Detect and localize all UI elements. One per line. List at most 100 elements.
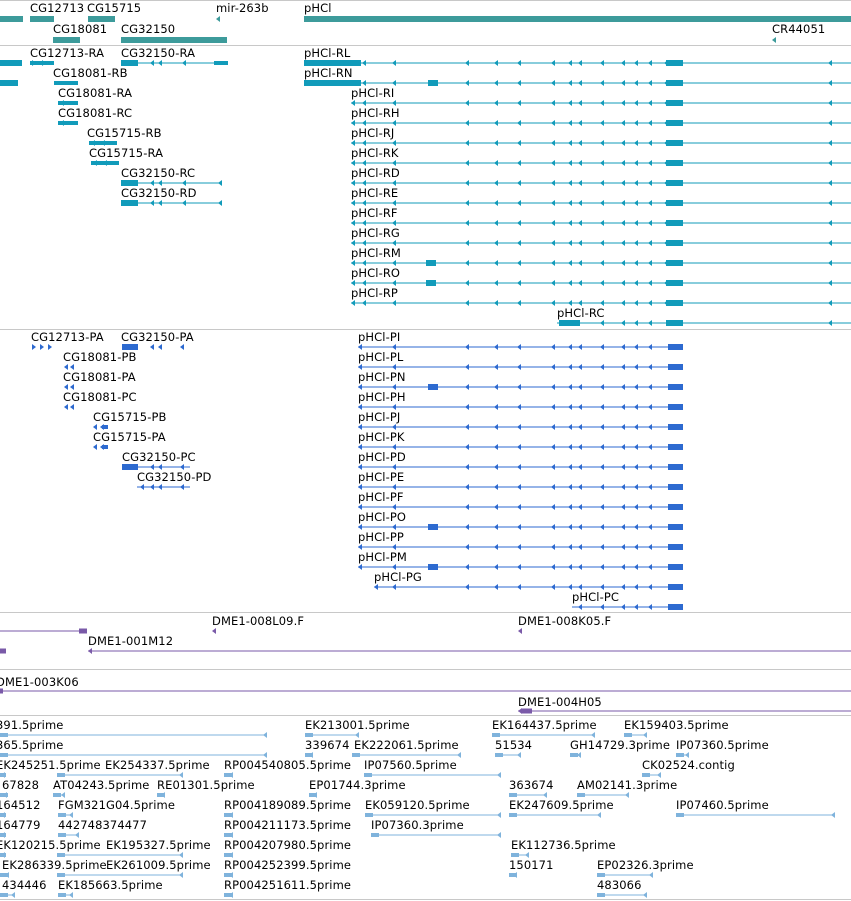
protein-phcl-pd-strand-arrow[interactable] (517, 464, 521, 470)
protein-phcl-pm-strand-arrow[interactable] (358, 564, 362, 570)
transcript-phcl-rj-strand-arrow[interactable] (621, 140, 625, 146)
protein-cg18081-pc-strand-arrow[interactable] (70, 404, 74, 410)
gene-cg18081-exon-block[interactable] (53, 37, 80, 43)
protein-phcl-pm-strand-arrow[interactable] (634, 564, 638, 570)
protein-cg18081-pc-strand-arrow[interactable] (64, 404, 68, 410)
transcript-cg12713-ra-strand-arrow[interactable] (42, 60, 46, 66)
transcript-cg15715-rb-strand-arrow[interactable] (101, 140, 105, 146)
protein-phcl-pk-exon-block[interactable] (668, 444, 683, 450)
protein-cg15715-pa-strand-arrow[interactable] (93, 444, 97, 450)
transcript-cg32150-rd-strand-arrow[interactable] (218, 200, 222, 206)
protein-phcl-pm-strand-arrow[interactable] (621, 564, 625, 570)
protein-phcl-pm-strand-arrow[interactable] (551, 564, 555, 570)
protein-phcl-pi-strand-arrow[interactable] (634, 344, 638, 350)
transcript-phcl-re-strand-arrow[interactable] (600, 200, 604, 206)
protein-phcl-pk-strand-arrow[interactable] (621, 444, 625, 450)
transcript-phcl-rj-strand-arrow[interactable] (517, 140, 521, 146)
est-rp004211173-5prime-exon-block[interactable] (224, 833, 232, 837)
transcript-phcl-rp-strand-arrow[interactable] (362, 300, 366, 306)
protein-phcl-po-strand-arrow[interactable] (551, 524, 555, 530)
clone-dme1-008l09-f-strand-arrow[interactable] (212, 628, 216, 634)
protein-phcl-pl-strand-arrow[interactable] (578, 364, 582, 370)
protein-phcl-pf-exon-block[interactable] (668, 504, 683, 510)
transcript-phcl-rf-strand-arrow[interactable] (392, 220, 396, 226)
transcript-phcl-ro-strand-arrow[interactable] (578, 280, 582, 286)
protein-cg32150-pd-strand-arrow[interactable] (140, 484, 144, 490)
protein-phcl-pn-strand-arrow[interactable] (392, 384, 396, 390)
protein-phcl-pd-strand-arrow[interactable] (621, 464, 625, 470)
protein-phcl-pn-exon-block[interactable] (668, 384, 683, 390)
est-ck02524-contig-exon-block[interactable] (642, 773, 650, 777)
protein-phcl-pe-strand-arrow[interactable] (517, 484, 521, 490)
transcript-phcl-rp-strand-arrow[interactable] (634, 300, 638, 306)
protein-phcl-pk-strand-arrow[interactable] (551, 444, 555, 450)
protein-phcl-po-strand-arrow[interactable] (634, 524, 638, 530)
protein-phcl-ph-exon-block[interactable] (668, 404, 683, 410)
est-rp004252399-5prime-exon-block[interactable] (224, 873, 232, 877)
clone-dme1-008k05-f-strand-arrow[interactable] (518, 628, 522, 634)
transcript-phcl-rc-strand-arrow[interactable] (828, 320, 832, 326)
transcript-phcl-rh-strand-arrow[interactable] (568, 120, 572, 126)
transcript-phcl-rn-strand-arrow[interactable] (621, 80, 625, 86)
transcript-phcl-rc-strand-arrow[interactable] (648, 320, 652, 326)
transcript-phcl-rk-strand-arrow[interactable] (392, 160, 396, 166)
transcript-cg32150-rd-strand-arrow[interactable] (158, 200, 162, 206)
transcript-phcl-rm-strand-arrow[interactable] (465, 260, 469, 266)
protein-phcl-pp-strand-arrow[interactable] (568, 544, 572, 550)
protein-phcl-pp-strand-arrow[interactable] (648, 544, 652, 550)
transcript-phcl-rl-strand-arrow[interactable] (578, 60, 582, 66)
protein-cg32150-pc-exon-block[interactable] (122, 464, 138, 470)
protein-phcl-pm-strand-arrow[interactable] (392, 564, 396, 570)
transcript-phcl-rn-mid-exon-block[interactable] (428, 80, 438, 86)
protein-phcl-po-strand-arrow[interactable] (600, 524, 604, 530)
est-150171-strand-arrow[interactable] (513, 872, 517, 878)
protein-phcl-pg-strand-arrow[interactable] (648, 584, 652, 590)
protein-phcl-pi-strand-arrow[interactable] (392, 344, 396, 350)
transcript-phcl-rk-strand-arrow[interactable] (351, 160, 355, 166)
protein-phcl-pe-strand-arrow[interactable] (494, 484, 498, 490)
protein-phcl-pj-strand-arrow[interactable] (600, 424, 604, 430)
protein-phcl-pj-strand-arrow[interactable] (578, 424, 582, 430)
protein-phcl-pj-strand-arrow[interactable] (648, 424, 652, 430)
protein-phcl-pp-strand-arrow[interactable] (578, 544, 582, 550)
protein-phcl-pk-strand-arrow[interactable] (465, 444, 469, 450)
transcript-phcl-rf-strand-arrow[interactable] (465, 220, 469, 226)
transcript-phcl-rk-strand-arrow[interactable] (568, 160, 572, 166)
transcript-phcl-rp-strand-arrow[interactable] (494, 300, 498, 306)
protein-cg32150-pa-strand-arrow[interactable] (150, 344, 154, 350)
protein-phcl-pf-strand-arrow[interactable] (551, 504, 555, 510)
transcript-phcl-ro-strand-arrow[interactable] (828, 280, 832, 286)
transcript-cg15715-ra-strand-arrow[interactable] (103, 160, 107, 166)
transcript-phcl-rd-exon-block[interactable] (666, 180, 683, 186)
protein-phcl-pg-strand-arrow[interactable] (551, 584, 555, 590)
protein-phcl-pk-strand-arrow[interactable] (517, 444, 521, 450)
est-ek164437-5prime-strand-arrow[interactable] (591, 732, 595, 738)
est-fgm321g04-5prime-strand-arrow[interactable] (69, 812, 73, 818)
protein-phcl-ph-strand-arrow[interactable] (648, 404, 652, 410)
protein-phcl-pe-strand-arrow[interactable] (551, 484, 555, 490)
transcript-phcl-rm-strand-arrow[interactable] (494, 260, 498, 266)
protein-phcl-pe-strand-arrow[interactable] (392, 484, 396, 490)
protein-phcl-ph-strand-arrow[interactable] (621, 404, 625, 410)
transcript-phcl-rj-strand-arrow[interactable] (648, 140, 652, 146)
transcript-cg32150-rc-exon-block[interactable] (121, 180, 138, 186)
protein-phcl-pi-strand-arrow[interactable] (621, 344, 625, 350)
protein-cg15715-pb-strand-arrow[interactable] (93, 424, 97, 430)
protein-phcl-pd-exon-block[interactable] (668, 464, 683, 470)
est-rp004540805-5prime-exon-block[interactable] (224, 773, 232, 777)
transcript-phcl-rh-exon-block[interactable] (666, 120, 683, 126)
transcript-cg32150-ra-exon-block[interactable] (214, 61, 228, 65)
est-ek254337-5prime-strand-arrow[interactable] (179, 772, 183, 778)
est-rp004189089-5prime-exon-block[interactable] (224, 813, 232, 817)
est-ep02326-3prime-exon-block[interactable] (597, 873, 605, 877)
protein-phcl-pm-strand-arrow[interactable] (648, 564, 652, 570)
transcript-phcl-re-strand-arrow[interactable] (351, 200, 355, 206)
transcript-phcl-rf-strand-arrow[interactable] (494, 220, 498, 226)
transcript-phcl-rf-strand-arrow[interactable] (648, 220, 652, 226)
est-51534-strand-arrow[interactable] (517, 752, 521, 758)
transcript-phcl-ri-strand-arrow[interactable] (648, 100, 652, 106)
transcript-phcl-rp-strand-arrow[interactable] (517, 300, 521, 306)
transcript-phcl-rh-strand-arrow[interactable] (828, 120, 832, 126)
protein-phcl-po-strand-arrow[interactable] (621, 524, 625, 530)
protein-phcl-pp-strand-arrow[interactable] (621, 544, 625, 550)
